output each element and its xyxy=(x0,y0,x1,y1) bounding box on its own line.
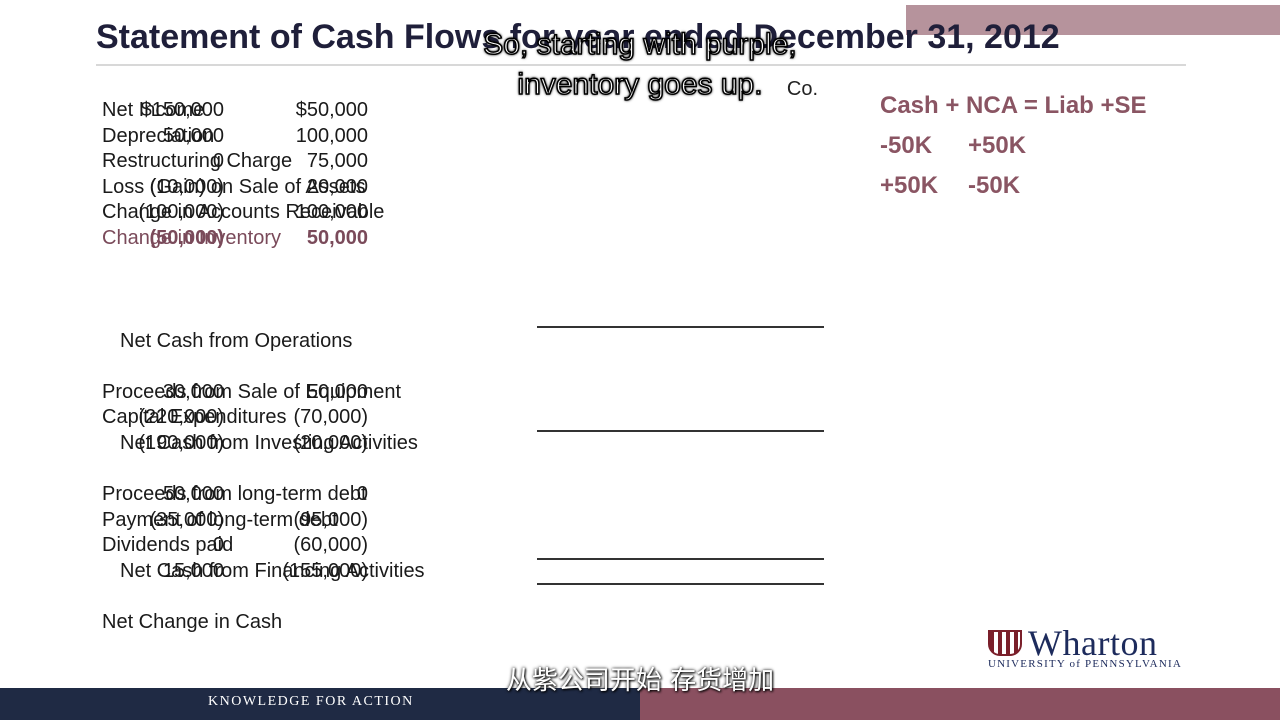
equation-nca-change-2: -50K xyxy=(968,172,1021,199)
logo-subtitle: UNIVERSITY of PENNSYLVANIA xyxy=(988,658,1182,670)
row-label: Dividends paid xyxy=(102,534,234,556)
value-col2: (20,000) xyxy=(293,432,369,454)
top-right-accent-block xyxy=(906,5,1280,35)
value-col1: 50,000 xyxy=(162,483,224,505)
row-label: Capital Expenditures xyxy=(102,406,287,428)
row-label: Payment of long-term debt xyxy=(102,509,338,531)
balance-equation: Cash + NCA = Liab +SE xyxy=(880,92,1147,119)
value-col2: (95,000) xyxy=(293,509,369,531)
row-payment-debt: Payment of long-term debt (35,000) (95,0… xyxy=(0,509,830,535)
row-label: Change in Inventory xyxy=(102,227,282,249)
footer-bar-left xyxy=(0,688,640,720)
value-col2: 50,000 xyxy=(306,227,368,249)
value-col1: (35,000) xyxy=(149,509,225,531)
value-col2: 50,000 xyxy=(306,381,368,403)
equation-nca-change-1: +50K xyxy=(968,132,1027,159)
value-col1: (10,000) xyxy=(149,176,225,198)
row-change-ar: Change in Accounts Receivable (100,000) … xyxy=(0,201,830,227)
value-col1: (220,000) xyxy=(138,406,224,428)
equation-cash-change-1: -50K xyxy=(880,132,933,159)
row-net-income: Net Income $150,000 $50,000 xyxy=(0,99,830,125)
row-label: Net Cash from Financing Activities xyxy=(120,560,425,582)
row-net-investing: Net Cash from Investing Activities (190,… xyxy=(0,432,830,458)
value-col1: 0 xyxy=(212,150,224,172)
row-change-inventory: Change in Inventory (50,000) 50,000 xyxy=(0,227,830,253)
subtotal-rule-financing xyxy=(537,558,824,560)
subtotal-rule-investing xyxy=(537,430,824,432)
row-net-financing: Net Cash from Financing Activities 15,00… xyxy=(0,560,830,586)
subtitle-chinese: 从紫公司开始 存货增加 xyxy=(505,666,775,696)
wharton-logo: Wharton UNIVERSITY of PENNSYLVANIA xyxy=(988,623,1198,672)
value-col1: 50,000 xyxy=(162,125,224,147)
row-net-ops: Net Cash from Operations xyxy=(0,330,830,356)
row-label: Loss (Gain) on Sale of Assets xyxy=(102,176,366,198)
footer-tagline: KNOWLEDGE FOR ACTION xyxy=(208,694,414,709)
subtitle-english-line2: inventory goes up. xyxy=(517,67,764,102)
row-label: Net Change in Cash xyxy=(102,611,283,633)
equation-cash-change-2: +50K xyxy=(880,172,939,199)
value-col1: 0 xyxy=(212,534,224,556)
row-proceeds-equipment: Proceeds from Sale of Equipment 30,000 5… xyxy=(0,381,830,407)
value-col2: (60,000) xyxy=(293,534,369,556)
value-col2: 20,000 xyxy=(306,176,368,198)
value-col2: 100,000 xyxy=(295,201,368,223)
row-label: Net Cash from Investing Activities xyxy=(120,432,418,454)
row-label: Change in Accounts Receivable xyxy=(102,201,385,223)
value-col2: 100,000 xyxy=(295,125,368,147)
row-label: Proceeds from Sale of Equipment xyxy=(102,381,402,403)
shield-icon xyxy=(988,630,1022,656)
row-depreciation: Depreciation 50,000 100,000 xyxy=(0,125,830,151)
value-col1: $150,000 xyxy=(140,99,224,121)
row-label: Proceeds from long-term debt xyxy=(102,483,367,505)
value-col1: (50,000) xyxy=(149,227,225,249)
value-col1: (190,000) xyxy=(138,432,224,454)
row-label: Net Cash from Operations xyxy=(120,330,353,352)
value-col2: 75,000 xyxy=(306,150,368,172)
row-restructuring: Restructuring Charge 0 75,000 xyxy=(0,150,830,176)
row-proceeds-debt: Proceeds from long-term debt 50,000 0 xyxy=(0,483,830,509)
title-divider xyxy=(96,64,1186,66)
row-capex: Capital Expenditures (220,000) (70,000) xyxy=(0,406,830,432)
row-net-change-cash: Net Change in Cash xyxy=(0,611,830,637)
value-col2: (70,000) xyxy=(293,406,369,428)
column-header-2: Co. xyxy=(786,78,818,100)
subtotal-rule-operations xyxy=(537,326,824,328)
row-label: Depreciation xyxy=(102,125,215,147)
value-col1: 30,000 xyxy=(162,381,224,403)
logo-wordmark: Wharton xyxy=(1028,623,1158,663)
slide-title: Statement of Cash Flows for year ended D… xyxy=(96,18,1060,56)
row-dividends: Dividends paid 0 (60,000) xyxy=(0,534,830,560)
value-col2: 0 xyxy=(356,483,368,505)
subtitle-english-line1: So, starting with purple, xyxy=(483,27,798,62)
value-col2: $50,000 xyxy=(295,99,368,121)
row-label: Restructuring Charge xyxy=(102,150,293,172)
total-rule-financing xyxy=(537,583,824,585)
row-loss-gain: Loss (Gain) on Sale of Assets (10,000) 2… xyxy=(0,176,830,202)
row-label: Net Income xyxy=(102,99,205,121)
value-col1: 15,000 xyxy=(162,560,224,582)
value-col1: (100,000) xyxy=(138,201,224,223)
footer-bar-right xyxy=(640,688,1280,720)
value-col2: (155,000) xyxy=(282,560,368,582)
